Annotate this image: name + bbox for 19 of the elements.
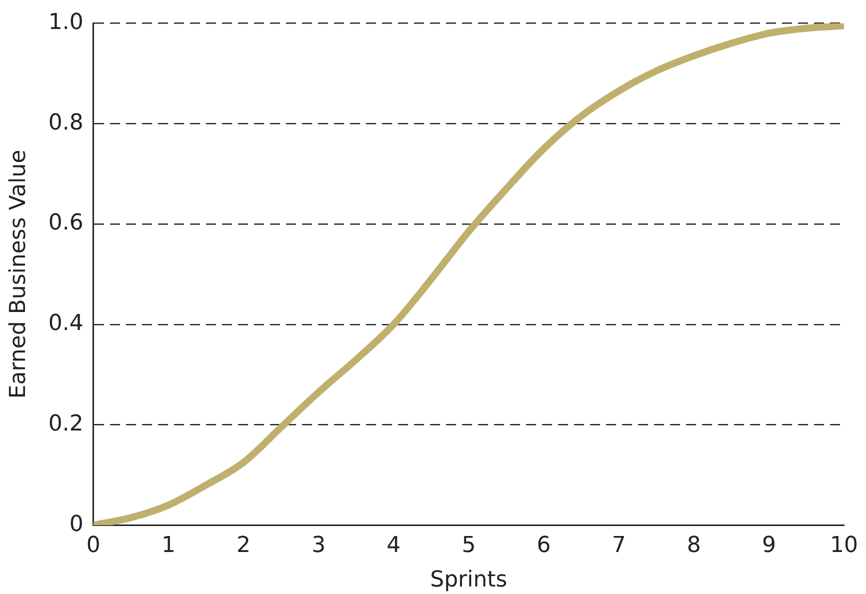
x-tick-label: 1 <box>161 533 176 558</box>
x-tick-label: 10 <box>830 533 858 558</box>
x-tick-label: 7 <box>612 533 626 558</box>
y-tick-label: 0.8 <box>48 110 84 136</box>
y-tick-label: 0.2 <box>48 412 84 437</box>
y-tick-label: 0 <box>69 512 84 537</box>
x-tick-label: 6 <box>536 533 551 558</box>
x-tick-label: 0 <box>86 533 100 558</box>
x-tick-label: 4 <box>386 533 401 558</box>
x-axis-title: Sprints <box>430 568 508 593</box>
y-tick-label: 1.0 <box>48 10 84 35</box>
x-tick-label: 9 <box>762 533 776 558</box>
y-axis-title: Earned Business Value <box>6 150 31 399</box>
x-tick-label: 2 <box>236 533 251 558</box>
x-tick-label: 5 <box>462 533 476 558</box>
x-tick-label: 3 <box>312 533 326 558</box>
y-tick-label: 0.6 <box>48 210 84 236</box>
y-tick-label: 0.4 <box>48 311 84 336</box>
x-tick-label: 8 <box>686 533 701 558</box>
